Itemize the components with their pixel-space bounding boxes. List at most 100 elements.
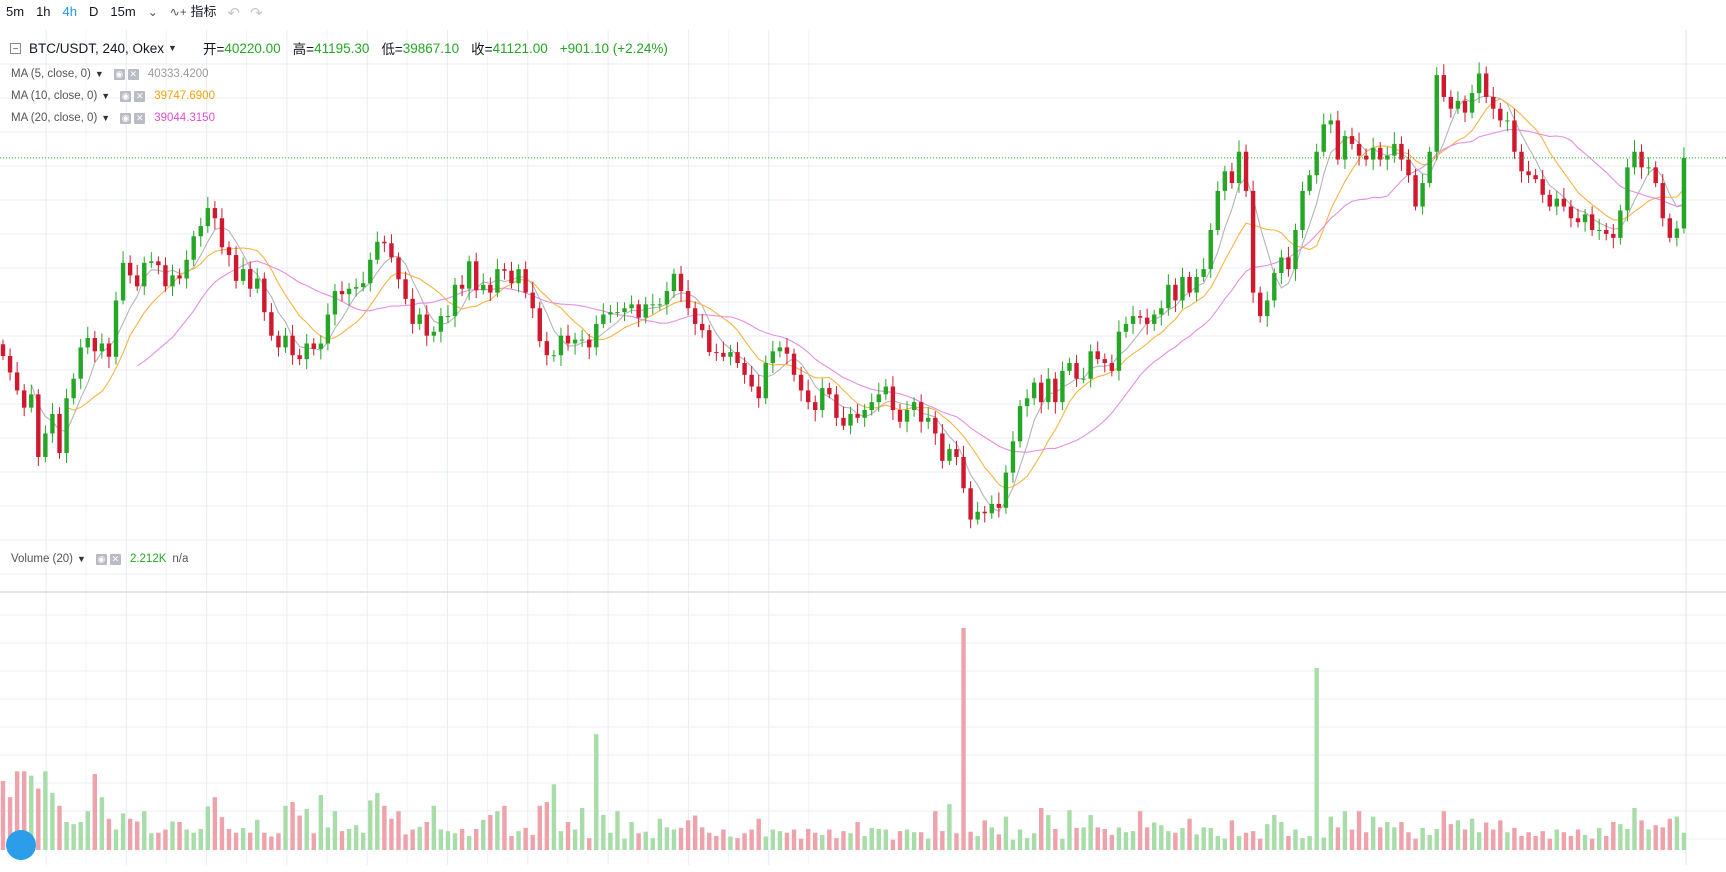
redo-icon[interactable]: ↷ — [250, 5, 263, 22]
interval-5m[interactable]: 5m — [6, 4, 25, 19]
eye-icon[interactable]: ◉ — [120, 90, 132, 102]
candle — [297, 348, 302, 366]
candle-body — [1392, 143, 1397, 156]
candle-body — [911, 402, 917, 410]
candle — [1526, 160, 1531, 183]
candle — [714, 343, 719, 361]
candle — [530, 282, 535, 319]
volume-bar — [1215, 835, 1220, 850]
volume-bar — [1081, 827, 1086, 850]
candle — [1427, 146, 1432, 188]
candle — [403, 271, 408, 305]
candle — [78, 339, 83, 390]
ma5-label[interactable]: MA (5, close, 0) — [11, 68, 91, 80]
candle-body — [721, 352, 726, 357]
volume-bar — [1335, 827, 1341, 850]
volume-bar — [1646, 829, 1651, 850]
candle-body — [869, 402, 874, 410]
interval-1h[interactable]: 1h — [36, 4, 51, 19]
price-chart-svg[interactable] — [0, 30, 1726, 867]
candle-body — [537, 308, 542, 342]
candle-body — [897, 410, 903, 422]
volume-bar — [1321, 837, 1326, 850]
candle — [1547, 189, 1552, 211]
volume-bars — [0, 628, 1687, 850]
symbol-name[interactable]: BTC/USDT, 240, Okex — [29, 40, 165, 56]
candle-body — [1166, 284, 1171, 309]
volume-bar — [876, 828, 881, 850]
candle-body — [1159, 308, 1164, 315]
chevron-down-icon[interactable]: ▼ — [101, 113, 111, 123]
close-icon[interactable]: ✕ — [134, 112, 146, 124]
chevron-down-icon[interactable]: ▼ — [168, 43, 177, 53]
volume-bar — [1208, 827, 1213, 850]
candle — [375, 231, 380, 265]
candle — [791, 348, 797, 382]
interval-15m[interactable]: 15m — [110, 4, 136, 19]
chevron-down-icon[interactable]: ▼ — [101, 91, 111, 101]
eye-icon[interactable]: ◉ — [120, 112, 132, 124]
candle-body — [516, 269, 521, 284]
volume-bar — [1109, 834, 1115, 850]
interval-4h[interactable]: 4h — [62, 4, 77, 19]
candle-body — [996, 503, 1002, 508]
candle-body — [1222, 171, 1228, 191]
candle-body — [7, 356, 13, 373]
candle — [1187, 271, 1192, 297]
candle-body — [975, 511, 980, 520]
candle — [184, 250, 189, 289]
ma20-label[interactable]: MA (20, close, 0) — [11, 112, 98, 124]
volume-bar — [1568, 835, 1574, 850]
volume-bar — [1526, 832, 1531, 850]
volume-bar — [21, 771, 27, 850]
candle — [226, 241, 232, 267]
volume-bar — [558, 831, 564, 850]
eye-icon[interactable]: ◉ — [113, 68, 125, 80]
candle-body — [346, 288, 352, 295]
candle-body — [382, 241, 387, 244]
volume-label[interactable]: Volume (20) — [11, 553, 74, 565]
volume-bar — [99, 797, 105, 850]
candle-body — [587, 339, 592, 348]
candle-body — [170, 275, 175, 287]
interval-dropdown[interactable]: ⌄ — [142, 0, 164, 26]
candle — [1031, 377, 1037, 406]
candle-body — [968, 488, 973, 520]
chevron-down-icon[interactable]: ▼ — [94, 69, 104, 79]
close-icon[interactable]: ✕ — [109, 553, 121, 565]
volume-bar — [918, 832, 924, 850]
volume-bar — [1406, 832, 1411, 850]
candle-body — [1265, 300, 1270, 317]
candle-body — [784, 347, 790, 354]
candle — [1342, 130, 1348, 169]
volume-bar — [572, 829, 578, 850]
chart-area[interactable] — [0, 30, 1726, 867]
volume-bar — [1596, 827, 1602, 850]
candle — [982, 506, 987, 523]
volume-bar — [1130, 831, 1136, 850]
indicators-button[interactable]: ∿+ 指标 — [164, 0, 223, 26]
close-icon[interactable]: ✕ — [127, 68, 139, 80]
volume-bar — [650, 838, 655, 850]
ma10-label[interactable]: MA (10, close, 0) — [11, 90, 98, 102]
candle — [255, 268, 260, 294]
candle — [219, 208, 225, 255]
eye-icon[interactable]: ◉ — [95, 553, 107, 565]
candle — [495, 258, 500, 298]
candle-body — [290, 335, 295, 356]
volume-bar — [1483, 822, 1489, 850]
candle-body — [827, 388, 832, 395]
volume-bar — [502, 805, 507, 850]
volume-bar — [587, 838, 592, 850]
volume-bar — [1561, 832, 1567, 850]
interval-d[interactable]: D — [89, 4, 99, 19]
close-icon[interactable]: ✕ — [134, 90, 146, 102]
volume-bar — [770, 829, 776, 850]
collapse-icon[interactable] — [10, 42, 21, 54]
undo-icon[interactable]: ↶ — [227, 5, 241, 22]
chevron-down-icon[interactable]: ▼ — [77, 554, 86, 564]
volume-bar — [940, 831, 945, 850]
volume-bar — [1152, 822, 1157, 850]
candle-body — [820, 388, 825, 410]
candle-body — [163, 265, 168, 287]
